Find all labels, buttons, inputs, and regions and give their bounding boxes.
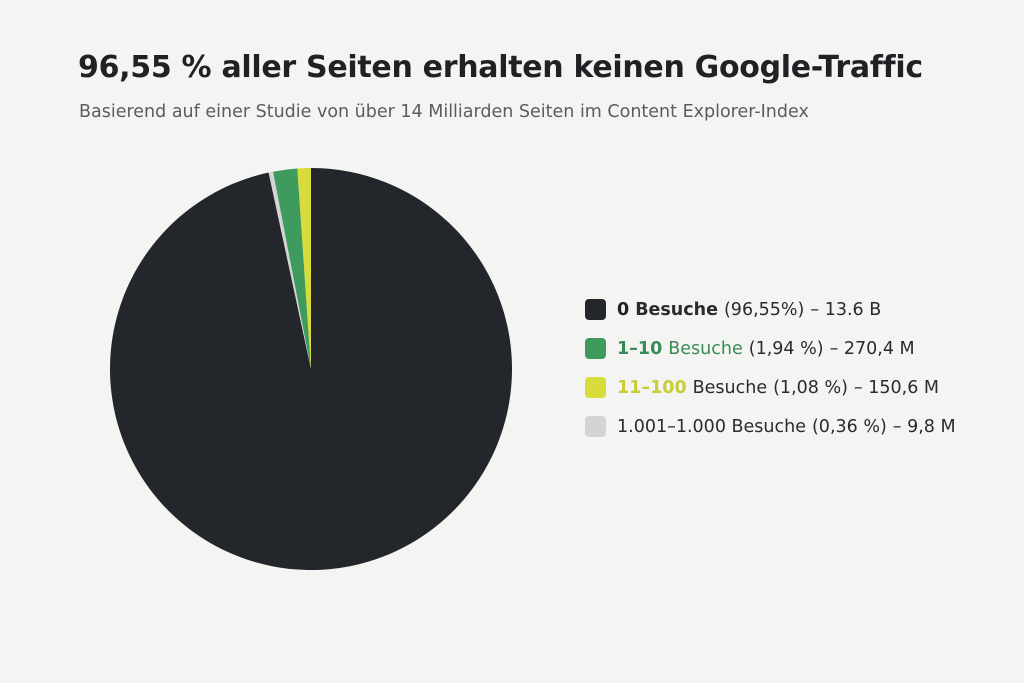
legend-swatch [585, 416, 606, 437]
legend-swatch [585, 338, 606, 359]
pie-slice-0 [110, 168, 513, 570]
pie-slice-1 [268, 171, 311, 369]
legend-percent: (0,36 %) [811, 416, 887, 437]
legend-swatch [585, 299, 606, 320]
legend-percent: (96,55%) [723, 299, 805, 320]
legend-count: – 13.6 B [810, 299, 882, 320]
legend-count: – 150,6 M [853, 377, 939, 398]
legend-swatch [585, 377, 606, 398]
legend-percent: (1,08 %) [773, 377, 848, 398]
legend-range: 11–100 [617, 377, 687, 398]
pie-slice-3 [297, 168, 311, 369]
legend-item: 1.001–1.000 Besuche (0,36 %) – 9,8 M [585, 407, 956, 446]
chart-title: 96,55 % aller Seiten erhalten keinen Goo… [78, 50, 923, 85]
legend-item: 11–100 Besuche (1,08 %) – 150,6 M [585, 368, 956, 407]
legend-range: 1–10 [617, 338, 663, 359]
pie-slice-2 [273, 168, 311, 369]
legend-label: Besuche [635, 299, 718, 320]
legend-label: Besuche [692, 377, 768, 398]
chart-subtitle: Basierend auf einer Studie von über 14 M… [79, 102, 809, 122]
legend-percent: (1,94 %) [748, 338, 824, 359]
legend-label: 1.001–1.000 Besuche [617, 416, 806, 437]
legend-count: – 270,4 M [829, 338, 915, 359]
legend-range: 0 [617, 299, 630, 320]
legend-label: Besuche [668, 338, 743, 359]
legend-count: – 9,8 M [892, 416, 956, 437]
legend: 0 Besuche (96,55%) – 13.6 B 1–10 Besuche (1,94… [585, 290, 956, 446]
legend-item: 1–10 Besuche (1,94 %) – 270,4 M [585, 329, 956, 368]
legend-item: 0 Besuche (96,55%) – 13.6 B [585, 290, 956, 329]
